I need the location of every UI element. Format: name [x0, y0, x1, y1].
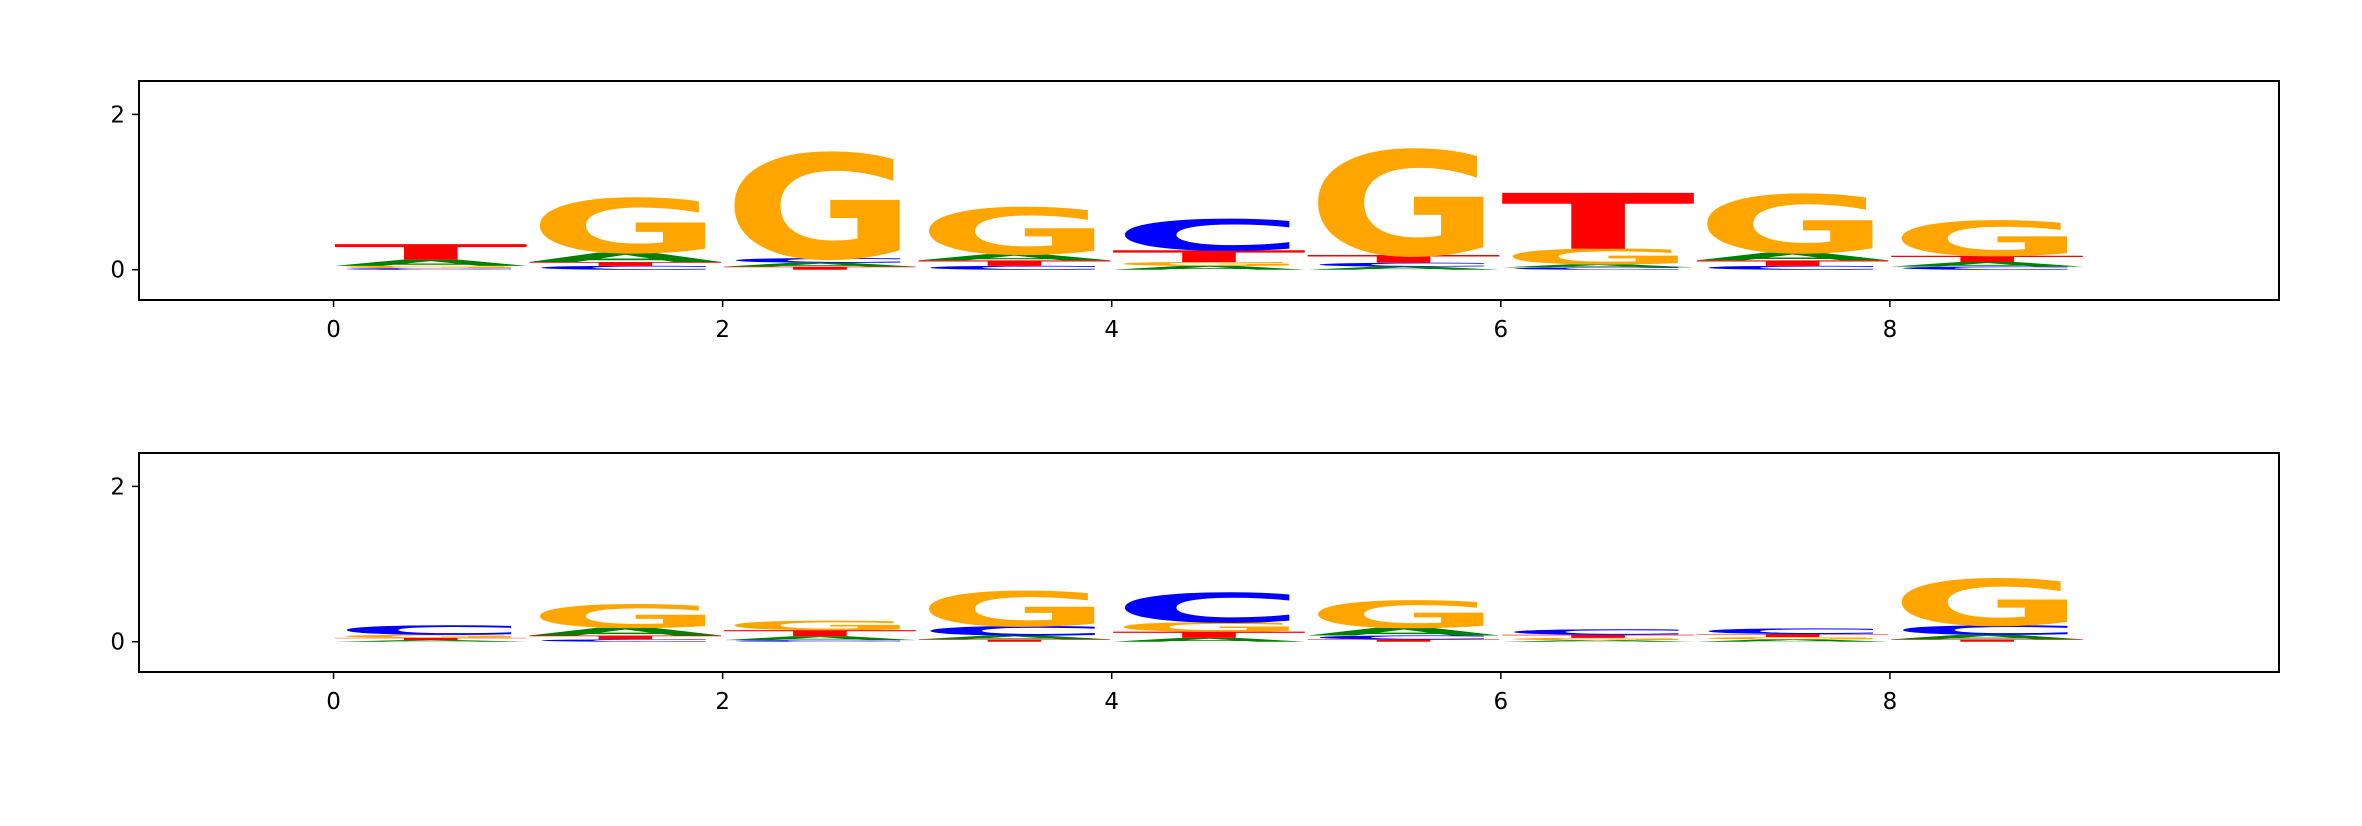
letter-glyph: T — [917, 259, 1112, 268]
x-tick-label: 8 — [1883, 317, 1898, 343]
letter-glyph: T — [1695, 633, 1890, 638]
letter-glyph: T — [723, 628, 918, 638]
letter-glyph: C — [723, 257, 918, 264]
letter-glyph: G — [1501, 245, 1696, 270]
letter-glyph: C — [1890, 623, 2085, 638]
letter-glyph: A — [334, 640, 529, 642]
letter-glyph: A — [1501, 263, 1696, 268]
letter-glyph: T — [1890, 254, 2085, 264]
letter-glyph: T — [1112, 247, 1307, 266]
letter-glyph: A — [1695, 639, 1890, 643]
letter-glyph: G — [1112, 620, 1307, 635]
letter-glyph: G — [1306, 593, 1501, 636]
letter-glyph: G — [1112, 261, 1307, 267]
x-tick-label: 2 — [715, 317, 730, 343]
letter-glyph: A — [528, 250, 723, 265]
letter-glyph: C — [1306, 262, 1501, 268]
letter-glyph: T — [1306, 253, 1501, 265]
x-tick-label: 8 — [1883, 689, 1898, 715]
axes-frame — [138, 452, 2280, 673]
letter-glyph: C — [528, 639, 723, 643]
y-tick-label: 2 — [110, 102, 125, 128]
letter-glyph: C — [1501, 628, 1696, 637]
letter-glyph: A — [528, 626, 723, 638]
letter-glyph: T — [917, 639, 1112, 643]
letter-glyph: G — [528, 598, 723, 635]
letter-glyph: G — [723, 618, 918, 633]
x-tick-label: 6 — [1493, 689, 1508, 715]
letter-glyph: G — [917, 582, 1112, 638]
letter-glyph: G — [334, 265, 529, 269]
x-tick-label: 4 — [1104, 689, 1119, 715]
letter-glyph: G — [528, 183, 723, 270]
letter-glyph: G — [917, 195, 1112, 269]
letter-glyph: A — [1112, 265, 1307, 271]
letter-glyph: T — [1306, 639, 1501, 643]
letter-glyph: T — [334, 637, 529, 641]
letter-glyph: T — [1112, 630, 1307, 640]
letter-glyph: A — [723, 262, 918, 268]
letter-glyph: A — [723, 635, 918, 641]
letter-glyph: T — [528, 261, 723, 267]
letter-glyph: T — [334, 240, 529, 265]
y-tick-label: 2 — [110, 474, 125, 500]
letter-glyph: C — [1890, 266, 2085, 271]
letter-glyph: A — [1890, 633, 2085, 640]
letter-glyph: A — [1306, 266, 1501, 271]
letter-glyph: G — [1890, 211, 2085, 267]
letter-glyph: C — [1112, 585, 1307, 632]
letter-glyph: T — [1890, 639, 2085, 643]
letter-glyph: C — [334, 623, 529, 638]
letter-glyph: T — [723, 266, 918, 271]
y-tick-label: 0 — [110, 630, 125, 656]
letter-glyph: C — [1306, 634, 1501, 640]
letter-glyph: C — [1112, 211, 1307, 261]
letter-glyph: A — [917, 634, 1112, 640]
letter-glyph: G — [723, 125, 918, 292]
x-tick-label: 2 — [715, 689, 730, 715]
letter-glyph: C — [1695, 265, 1890, 271]
letter-glyph: C — [917, 624, 1112, 639]
letter-glyph: G — [1695, 179, 1890, 272]
letter-glyph: A — [1890, 261, 2085, 268]
letter-glyph: A — [917, 253, 1112, 263]
letter-glyph: C — [1695, 627, 1890, 636]
x-tick-label: 4 — [1104, 317, 1119, 343]
letter-glyph: A — [334, 258, 529, 268]
letter-glyph: G — [1890, 567, 2085, 641]
letter-glyph: C — [917, 265, 1112, 271]
letter-glyph: G — [1501, 637, 1696, 641]
letter-glyph: G — [334, 634, 529, 639]
letter-glyph: T — [1501, 634, 1696, 639]
letter-glyph: G — [1695, 636, 1890, 640]
letter-glyph: T — [1501, 178, 1696, 267]
letter-glyph: C — [1501, 267, 1696, 271]
y-tick-label: 0 — [110, 258, 125, 284]
letter-glyph: T — [1695, 259, 1890, 268]
letter-glyph: A — [1306, 626, 1501, 638]
letter-glyph: C — [723, 640, 918, 642]
x-tick-label: 6 — [1493, 317, 1508, 343]
x-tick-label: 0 — [326, 689, 341, 715]
letter-glyph: A — [1112, 637, 1307, 643]
axes-frame — [138, 80, 2280, 301]
letter-glyph: A — [1695, 251, 1890, 263]
letter-glyph: C — [334, 268, 529, 270]
letter-glyph: C — [528, 265, 723, 271]
x-tick-label: 0 — [326, 317, 341, 343]
letter-glyph: T — [528, 634, 723, 640]
letter-glyph: G — [1306, 122, 1501, 289]
letter-glyph: A — [1501, 640, 1696, 642]
